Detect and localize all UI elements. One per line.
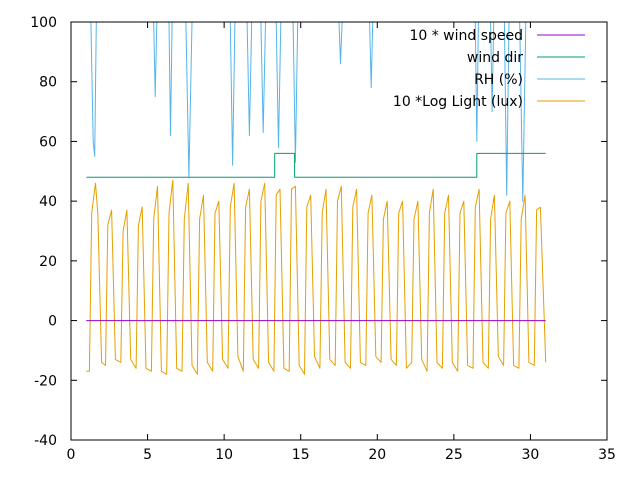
y-tick-label: -20: [34, 373, 57, 389]
y-tick-label: 0: [48, 314, 57, 330]
legend-label: wind dir: [467, 50, 523, 66]
y-tick-label: 60: [39, 134, 57, 150]
plot-frame: [70, 21, 608, 441]
x-tick-label: 5: [143, 447, 152, 463]
x-tick-label: 20: [368, 447, 386, 463]
x-tick-label: 10: [215, 447, 233, 463]
y-tick-label: 40: [39, 194, 57, 210]
x-tick-label: 35: [598, 447, 616, 463]
y-axis: -40 -20 0 20 40 60 80 100: [30, 15, 607, 449]
legend-label: 10 *Log Light (lux): [393, 94, 523, 110]
y-tick-label: 100: [30, 15, 57, 31]
x-tick-label: 15: [292, 447, 310, 463]
series-layer: [86, 22, 547, 375]
y-tick-label: 80: [39, 75, 57, 91]
x-tick-label: 25: [445, 447, 463, 463]
legend: 10 * wind speed wind dir RH (%) 10 *Log Lig…: [393, 28, 585, 110]
series-line-4: [86, 179, 547, 375]
legend-label: RH (%): [474, 72, 523, 88]
y-tick-label: -40: [34, 433, 57, 449]
series-line-3: [86, 22, 546, 202]
series-line-2: [86, 152, 546, 178]
x-tick-label: 0: [67, 447, 76, 463]
x-tick-label: 30: [522, 447, 540, 463]
y-tick-label: 20: [39, 254, 57, 270]
x-axis: 0 5 10 15 20 25 30 35: [67, 22, 616, 463]
legend-label: 10 * wind speed: [409, 28, 523, 44]
